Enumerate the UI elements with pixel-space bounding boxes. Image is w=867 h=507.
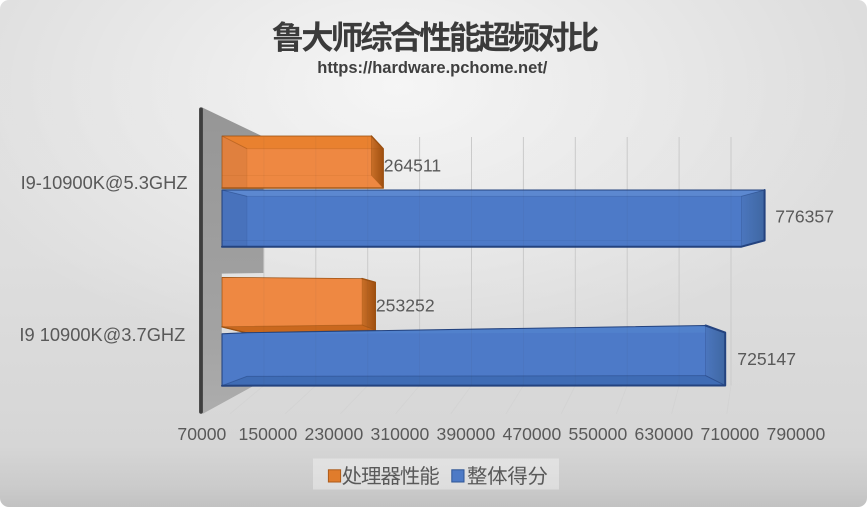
svg-text:https://hardware.pchome.net/: https://hardware.pchome.net/ [317,59,548,77]
svg-text:550000: 550000 [569,424,628,444]
svg-text:310000: 310000 [371,424,430,444]
svg-text:I9 10900K@3.7GHZ: I9 10900K@3.7GHZ [19,324,185,345]
svg-text:390000: 390000 [437,424,496,444]
svg-text:630000: 630000 [635,424,694,444]
svg-text:230000: 230000 [305,424,364,444]
svg-text:470000: 470000 [503,424,562,444]
svg-text:725147: 725147 [737,349,796,369]
svg-text:I9-10900K@5.3GHZ: I9-10900K@5.3GHZ [21,172,188,193]
svg-text:253252: 253252 [376,296,435,316]
svg-text:776357: 776357 [775,207,834,227]
svg-text:264511: 264511 [384,155,441,175]
svg-text:710000: 710000 [701,424,760,444]
svg-text:150000: 150000 [239,424,298,444]
svg-text:790000: 790000 [767,424,826,444]
svg-text:70000: 70000 [177,424,226,444]
